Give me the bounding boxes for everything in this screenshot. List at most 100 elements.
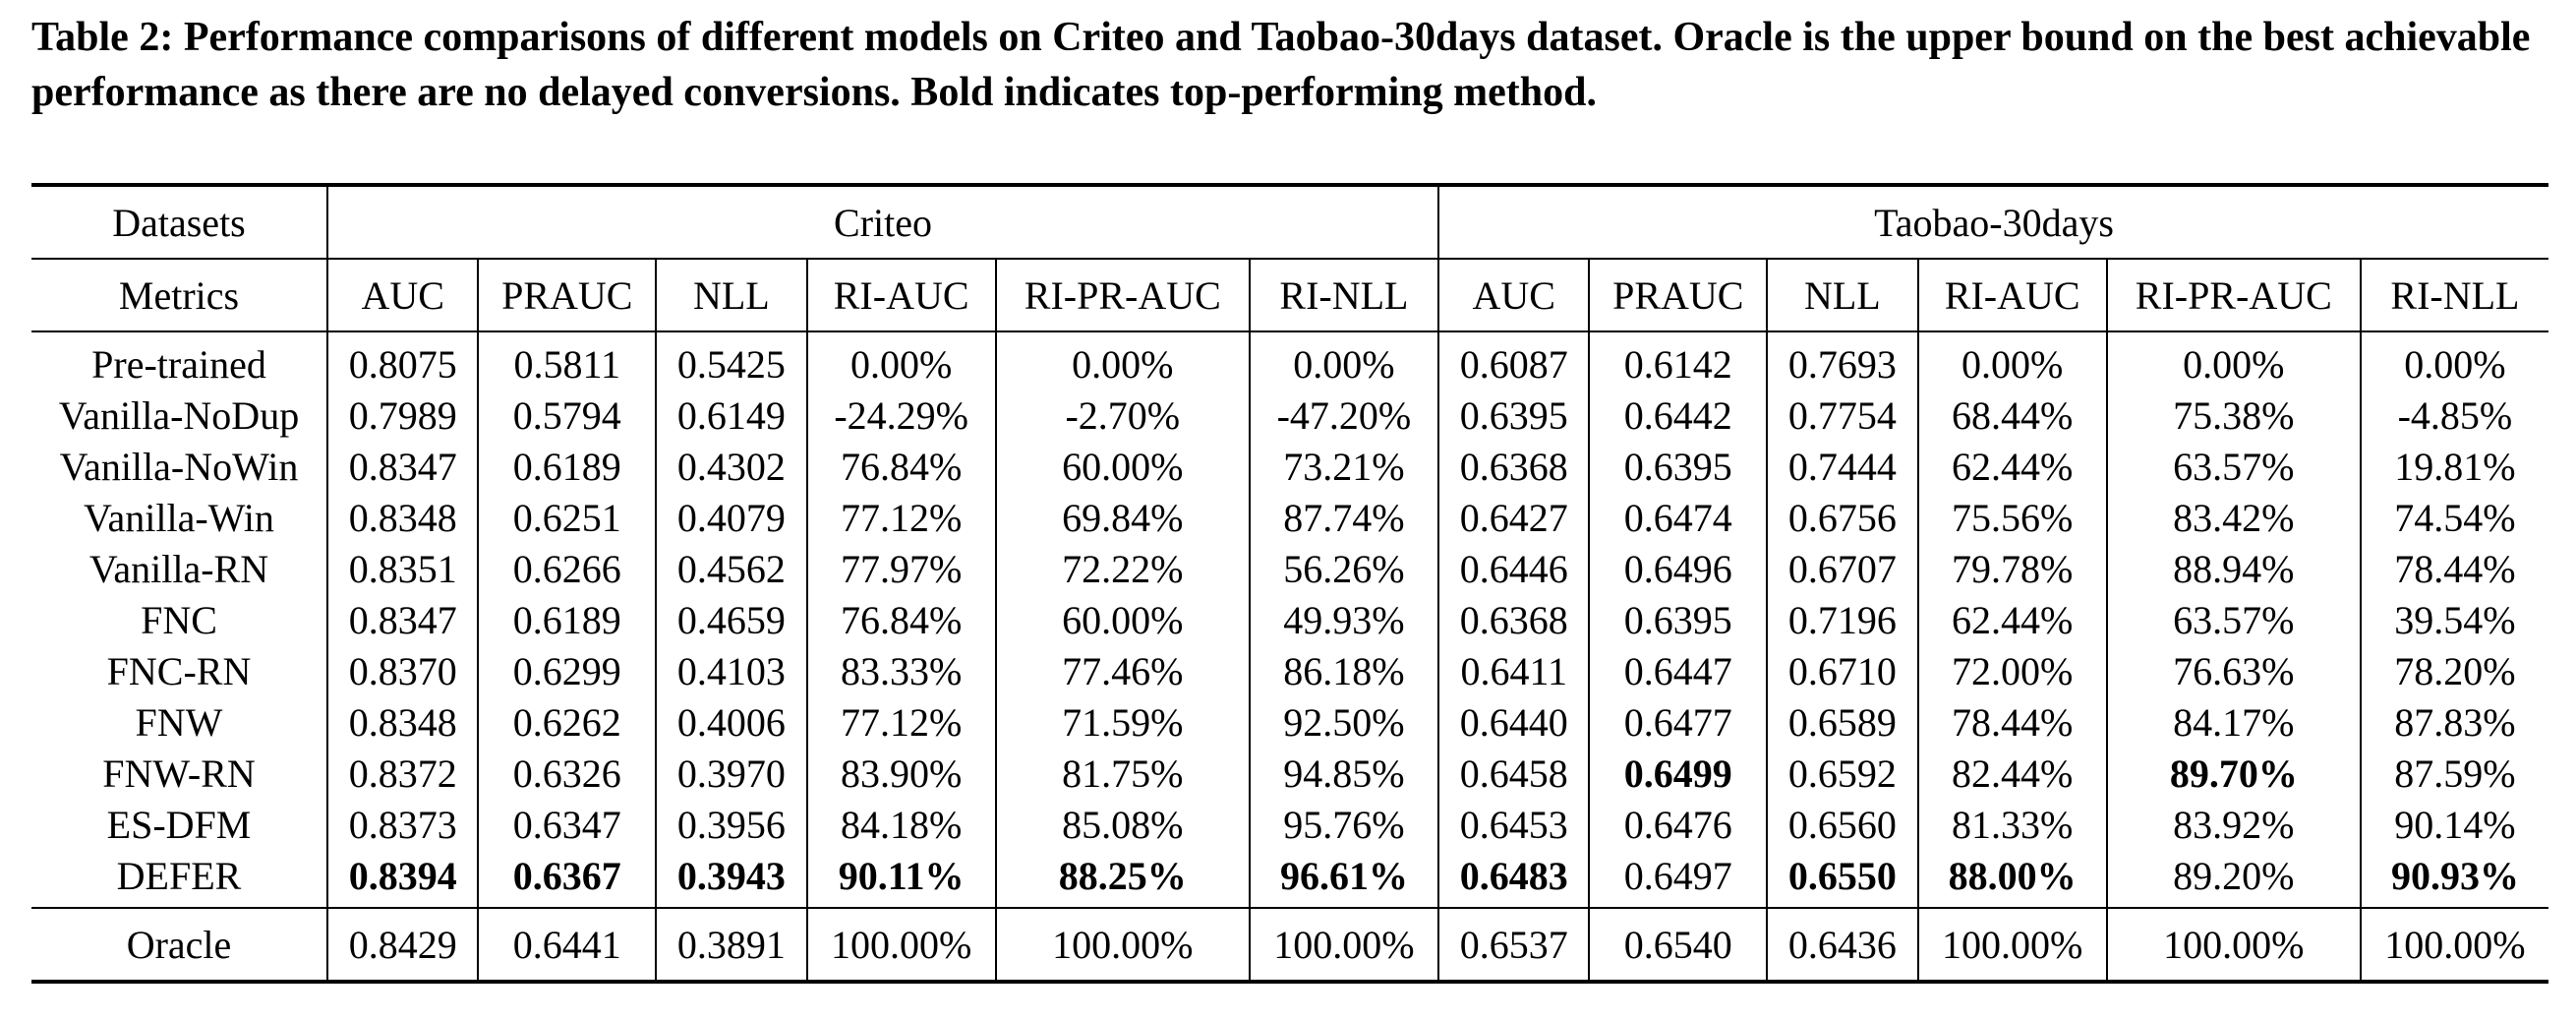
table-cell: 60.00% [994,441,1250,492]
table-cell: -4.85% [2359,390,2548,441]
table-cell: 77.12% [805,492,996,543]
metrics-header-row: Metrics AUC PRAUC NLL RI-AUC RI-PR-AUC RI-NLL… [31,258,2548,332]
table-row: FNW 0.8348 0.6262 0.4006 77.12% 71.59% 92.50% 0… [31,696,2548,748]
table-row: FNC-RN 0.8370 0.6299 0.4103 83.33% 77.46% 86.1… [31,645,2548,696]
table-cell: 0.7754 [1766,390,1918,441]
table-cell: 0.6411 [1437,645,1590,696]
table-cell: 78.20% [2359,645,2548,696]
table-row: FNC 0.8347 0.6189 0.4659 76.84% 60.00% 49.93% 0… [31,594,2548,645]
table-cell: 0.6087 [1437,330,1590,390]
table-cell: 100.00% [994,907,1250,984]
table-cell: 0.6347 [477,799,657,850]
table-cell: 0.4562 [655,543,807,594]
table-cell: 0.6483 [1437,850,1590,909]
table-cell: 89.20% [2105,850,2361,909]
table-cell: 0.4103 [655,645,807,696]
table-cell: 0.6756 [1766,492,1918,543]
table-cell: 92.50% [1248,696,1439,748]
table-cell: 0.6326 [477,748,657,799]
table-cell: 76.63% [2105,645,2361,696]
table-cell: 0.6537 [1437,907,1590,984]
table-cell: 88.00% [1916,850,2107,909]
caption-text: Performance comparisons of different mod… [31,15,2531,115]
table-cell: 90.11% [805,850,996,909]
table-cell: 0.6497 [1588,850,1768,909]
table-cell: 88.94% [2105,543,2361,594]
model-name: Vanilla-Win [84,495,274,540]
metric-header: RI-AUC [1916,258,2107,332]
table-cell: 84.18% [805,799,996,850]
table-row: Vanilla-Win 0.8348 0.6251 0.4079 77.12% 69.84… [31,492,2548,543]
model-name: Vanilla-RN [88,546,269,591]
table-cell: 0.8347 [325,441,479,492]
table-cell: 0.4006 [655,696,807,748]
table-cell: 0.7196 [1766,594,1918,645]
table-row: Vanilla-NoDup 0.7989 0.5794 0.6149 -24.29% -2… [31,390,2548,441]
table-cell: 100.00% [805,907,996,984]
table-cell: 60.00% [994,594,1250,645]
dataset-taobao-header: Taobao-30days [1437,183,2548,259]
model-name: Oracle [31,907,327,984]
table-cell: 0.8373 [325,799,479,850]
table-cell: 90.14% [2359,799,2548,850]
table-cell: 0.00% [2359,330,2548,390]
datasets-label: Datasets [31,183,327,259]
table-cell: 0.6149 [655,390,807,441]
table-cell: 78.44% [1916,696,2107,748]
table-cell: 75.38% [2105,390,2361,441]
model-name: FNW [135,699,223,745]
metric-header: AUC [1437,258,1590,332]
table-cell: 0.7444 [1766,441,1918,492]
metric-header: PRAUC [1588,258,1768,332]
table-cell: 71.59% [994,696,1250,748]
table-cell: 81.33% [1916,799,2107,850]
table-cell: 0.3956 [655,799,807,850]
table-cell: 0.8372 [325,748,479,799]
metric-header: AUC [325,258,479,332]
table-cell: 69.84% [994,492,1250,543]
table-cell: 0.4659 [655,594,807,645]
table-cell: 0.6499 [1588,748,1768,799]
table-cell: 56.26% [1248,543,1439,594]
table-cell: 87.59% [2359,748,2548,799]
table-cell: 0.6142 [1588,330,1768,390]
table-cell: 0.8370 [325,645,479,696]
table-cell: 87.74% [1248,492,1439,543]
table-cell: 0.6436 [1766,907,1918,984]
table-cell: 79.78% [1916,543,2107,594]
datasets-header-row: Datasets Criteo Taobao-30days [31,183,2548,259]
table-cell: 77.97% [805,543,996,594]
table-cell: 100.00% [1248,907,1439,984]
table-cell: 19.81% [2359,441,2548,492]
table-cell: 0.00% [1248,330,1439,390]
table-cell: 0.7693 [1766,330,1918,390]
table-cell: 87.83% [2359,696,2548,748]
table-cell: 0.3891 [655,907,807,984]
table-cell: 100.00% [2105,907,2361,984]
table-cell: 63.57% [2105,441,2361,492]
table-cell: 0.6395 [1588,441,1768,492]
table-cell: 39.54% [2359,594,2548,645]
table-cell: 0.6476 [1588,799,1768,850]
table-cell: 86.18% [1248,645,1439,696]
table-cell: 0.6453 [1437,799,1590,850]
table-cell: 0.5811 [477,330,657,390]
table-cell: -24.29% [805,390,996,441]
table-cell: 0.6189 [477,441,657,492]
table-cell: 0.6440 [1437,696,1590,748]
table-cell: 0.6589 [1766,696,1918,748]
table-cell: 82.44% [1916,748,2107,799]
table-cell: 83.42% [2105,492,2361,543]
metric-header: PRAUC [477,258,657,332]
metric-header: RI-NLL [1248,258,1439,332]
table-cell: 0.6266 [477,543,657,594]
table-cell: 84.17% [2105,696,2361,748]
table-cell: 62.44% [1916,594,2107,645]
metric-header: RI-AUC [805,258,996,332]
table-cell: 0.6560 [1766,799,1918,850]
table-cell: 0.00% [805,330,996,390]
table-body: Pre-trained 0.8075 0.5811 0.5425 0.00% 0.00% 0… [31,330,2548,909]
table-cell: 100.00% [1916,907,2107,984]
table-cell: 83.90% [805,748,996,799]
table-cell: 77.46% [994,645,1250,696]
